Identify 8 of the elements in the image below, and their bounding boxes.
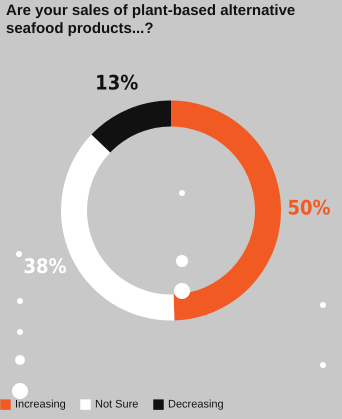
legend-label: Not Sure [95,398,138,411]
data-label: 50% [287,195,331,220]
data-label: 13% [95,70,138,95]
donut-slice [171,100,281,320]
legend-label: Increasing [15,398,66,411]
chart-title: Are your sales of plant-based alternative seafood products...? [6,2,296,38]
legend-label: Decreasing [168,398,224,411]
donut-slice [91,100,171,153]
